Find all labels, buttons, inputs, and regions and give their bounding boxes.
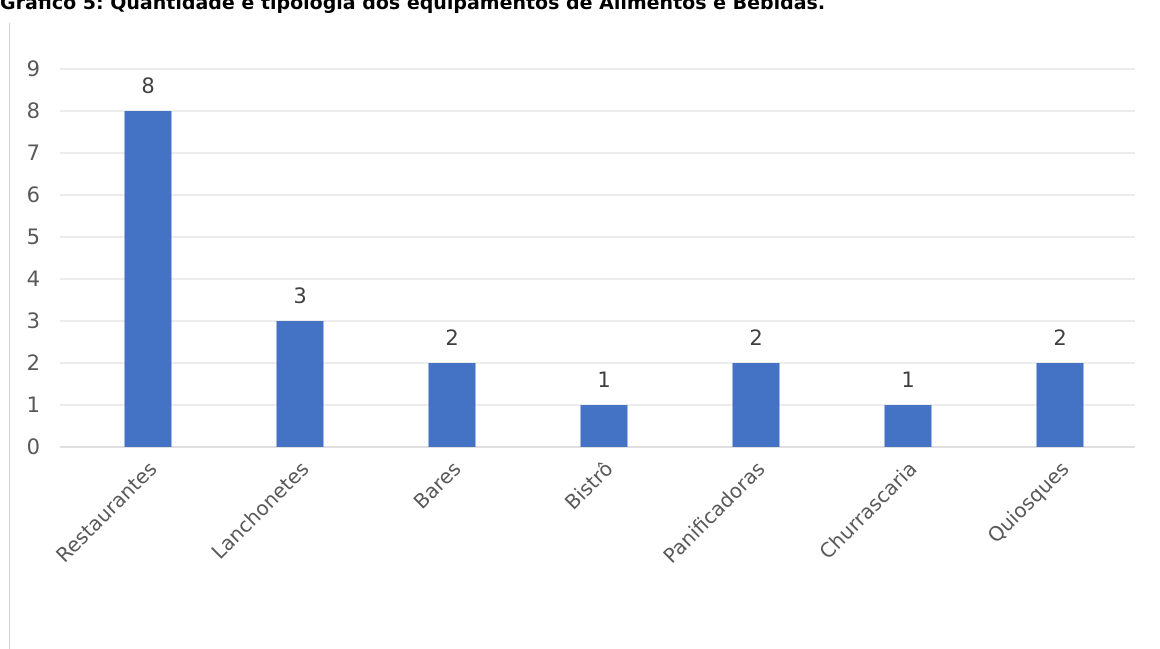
y-tick-label-4: 4 xyxy=(27,267,40,291)
x-category-label-quiosques: Quiosques xyxy=(983,457,1074,548)
bars xyxy=(124,111,1084,447)
y-tick-label-5: 5 xyxy=(27,225,40,249)
y-tick-label-8: 8 xyxy=(27,99,40,123)
bar-churrascaria xyxy=(884,405,932,447)
y-tick-label-6: 6 xyxy=(27,183,40,207)
gridlines xyxy=(60,68,1135,448)
y-tick-label-2: 2 xyxy=(27,351,40,375)
x-category-label-lanchonetes: Lanchonetes xyxy=(206,457,313,564)
x-category-label-bistrô: Bistrô xyxy=(560,457,618,515)
chart-title: Gráfico 5: Quantidade e tipologia dos eq… xyxy=(0,0,826,14)
data-label-restaurantes: 8 xyxy=(141,74,154,98)
y-tick-label-1: 1 xyxy=(27,393,40,417)
y-tick-label-7: 7 xyxy=(27,141,40,165)
data-label-panificadoras: 2 xyxy=(749,326,762,350)
x-category-label-churrascaria: Churrascaria xyxy=(814,457,921,564)
x-category-label-bares: Bares xyxy=(409,457,466,514)
data-label-bistrô: 1 xyxy=(597,368,610,392)
data-label-quiosques: 2 xyxy=(1053,326,1066,350)
bar-lanchonetes xyxy=(276,321,324,447)
data-label-bares: 2 xyxy=(445,326,458,350)
bar-bistrô xyxy=(580,405,628,447)
y-axis-ticks: 0 1 2 3 4 5 6 7 8 9 xyxy=(27,57,40,459)
data-label-churrascaria: 1 xyxy=(901,368,914,392)
bar-restaurantes xyxy=(124,111,172,447)
data-labels: 8 3 2 1 2 1 2 xyxy=(141,74,1066,392)
y-tick-label-9: 9 xyxy=(27,57,40,81)
chart-frame-border xyxy=(9,23,10,649)
bar-panificadoras xyxy=(732,363,780,447)
x-category-label-restaurantes: Restaurantes xyxy=(51,457,161,567)
data-label-lanchonetes: 3 xyxy=(293,284,306,308)
x-category-label-panificadoras: Panificadoras xyxy=(658,457,769,568)
bar-bares xyxy=(428,363,476,447)
y-tick-label-0: 0 xyxy=(27,435,40,459)
x-axis-categories: Restaurantes Lanchonetes Bares Bistrô Panifi… xyxy=(51,457,1073,568)
y-tick-label-3: 3 xyxy=(27,309,40,333)
bar-quiosques xyxy=(1036,363,1084,447)
